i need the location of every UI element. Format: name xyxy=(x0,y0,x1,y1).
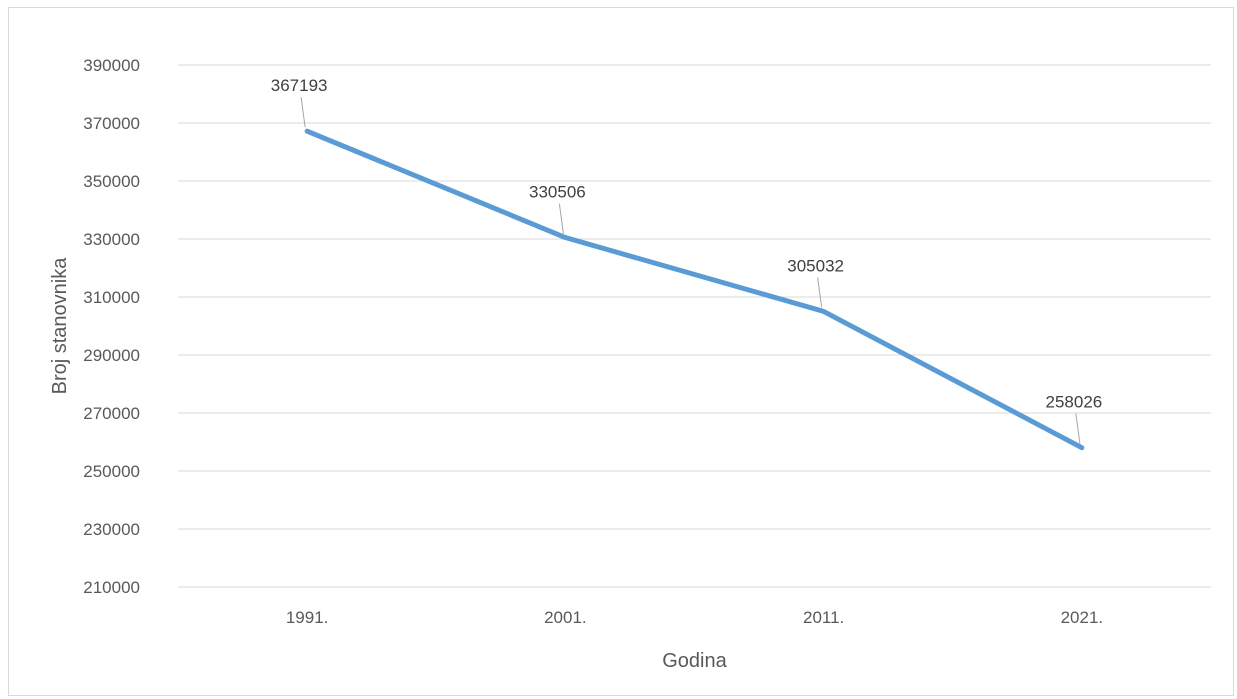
data-label: 330506 xyxy=(529,183,586,202)
series-line xyxy=(304,128,1085,451)
data-label: 258026 xyxy=(1046,393,1103,412)
y-tick-label: 230000 xyxy=(83,520,140,539)
y-tick-label: 210000 xyxy=(83,578,140,597)
leader-line xyxy=(558,203,564,234)
y-axis-tick-labels: 210000 230000 250000 270000 290000 310000 3300… xyxy=(83,56,140,597)
y-tick-label: 310000 xyxy=(83,288,140,307)
data-labels: 367193 330506 305032 258026 xyxy=(271,76,1102,444)
y-tick-label: 370000 xyxy=(83,114,140,133)
y-tick-label: 390000 xyxy=(83,56,140,75)
series-lines xyxy=(304,128,1085,451)
y-tick-label: 290000 xyxy=(83,346,140,365)
x-axis-tick-labels: 1991. 2001. 2011. 2021. xyxy=(286,608,1103,627)
x-tick-label: 2021. xyxy=(1061,608,1104,627)
x-tick-label: 2001. xyxy=(544,608,587,627)
x-tick-label: 2011. xyxy=(803,608,844,627)
y-tick-label: 250000 xyxy=(83,462,140,481)
y-tick-label: 350000 xyxy=(83,172,140,191)
chart-frame xyxy=(8,7,1234,696)
data-label: 305032 xyxy=(787,256,844,275)
gridlines xyxy=(178,64,1211,588)
x-tick-label: 1991. xyxy=(286,608,329,627)
y-axis-title: Broj stanovnika xyxy=(49,257,71,395)
data-label: 367193 xyxy=(271,76,328,95)
x-axis-title: Godina xyxy=(662,650,727,672)
leader-line xyxy=(300,97,306,128)
y-tick-label: 330000 xyxy=(83,230,140,249)
y-tick-label: 270000 xyxy=(83,404,140,423)
leader-line xyxy=(1075,413,1081,444)
leader-line xyxy=(817,277,823,308)
